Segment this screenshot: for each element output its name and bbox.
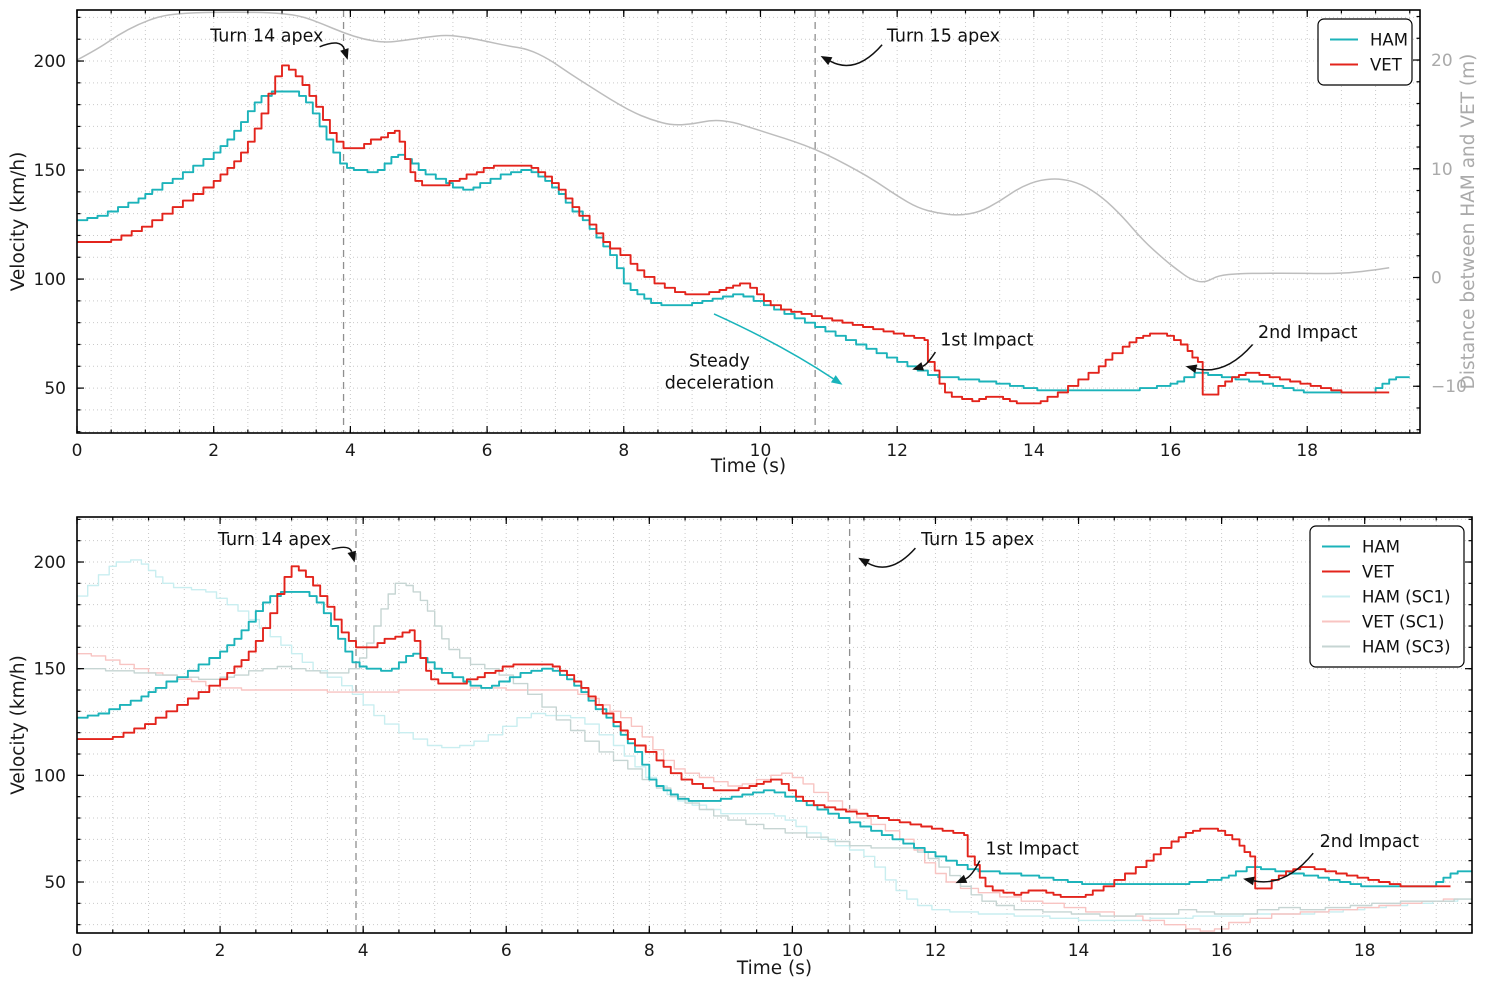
y-tick-label: 100 (34, 270, 66, 290)
annotation-text: Turn 14 apex (217, 530, 331, 550)
legend-label: HAM (1362, 538, 1400, 557)
legend: HAM VET HAM (SC1) VET (SC1) HAM (SC3) (1309, 525, 1465, 668)
x-tick-label: 10 (782, 941, 804, 961)
y2-tick-label: −10 (1431, 377, 1467, 397)
ticks (76, 10, 1420, 433)
series-ham (77, 590, 1472, 888)
annotation-turn-15-apex: Turn 15 apex (858, 530, 1034, 568)
x-tick-label: 6 (501, 941, 512, 961)
x-tick-label: 14 (1023, 441, 1045, 461)
annotation-arrow (319, 42, 346, 50)
legend-label: VET (1370, 56, 1403, 75)
legend-label: HAM (SC1) (1362, 588, 1451, 607)
annotation-steady-deceleration: Steady deceleration (665, 313, 843, 393)
annotation-arrow (867, 547, 916, 568)
annotation-text: 2nd Impact (1258, 323, 1358, 343)
x-tick-label: 12 (925, 941, 947, 961)
series-vet-sc1 (77, 653, 1458, 932)
y2-tick-label: 0 (1431, 269, 1442, 289)
x-tick-label: 2 (208, 441, 219, 461)
legend-label: HAM (1370, 31, 1408, 50)
plot-border (76, 516, 1473, 934)
y-axis-label: Velocity (km/h) (8, 152, 29, 292)
legend-label: HAM (SC3) (1362, 638, 1451, 657)
annotation-2nd-impact: 2nd Impact (1243, 832, 1420, 886)
annotation-text: 1st Impact (986, 839, 1079, 859)
x-tick-label: 4 (345, 441, 356, 461)
annotation-1st-impact: 1st Impact (912, 331, 1034, 371)
y-tick-label: 50 (44, 379, 66, 399)
annotation-text: Turn 15 apex (886, 26, 1000, 46)
ticks (76, 517, 1473, 933)
series-vet (77, 565, 1451, 898)
y2-tick-label: 10 (1431, 160, 1453, 180)
x-tick-label: 2 (215, 941, 226, 961)
annotation-arrowhead (830, 375, 843, 385)
annotation-arrow (965, 860, 981, 880)
annotation-arrow (713, 313, 834, 380)
annotation-arrowhead (955, 874, 968, 884)
annotation-arrowhead (1185, 364, 1198, 373)
legend-label: VET (SC1) (1362, 613, 1444, 632)
y2-axis-label: Distance between HAM and VET (m) (1458, 54, 1479, 390)
annotation-arrow (1196, 344, 1254, 371)
annotation-text: Turn 15 apex (920, 530, 1034, 550)
annotation-arrow (922, 351, 937, 368)
annotation-arrow (331, 546, 353, 553)
annotation-arrowhead (347, 550, 356, 563)
annotation-arrowhead (912, 362, 924, 371)
series-distance-between-ham-and-vet (77, 11, 1390, 283)
x-tick-label: 8 (644, 941, 655, 961)
annotation-arrow (829, 44, 883, 67)
annotation-turn-14-apex: Turn 14 apex (217, 530, 356, 563)
chart-bottom: 0 2 4 6 8 10 12 14 16 18 50 100 150 200 Time (s) Veloci… (8, 516, 1473, 979)
y-tick-label: 150 (34, 660, 66, 680)
x-tick-label: 6 (482, 441, 493, 461)
y-tick-label: 200 (34, 52, 66, 72)
x-tick-label: 4 (358, 941, 369, 961)
series-ham-sc1 (77, 559, 1472, 922)
annotation-arrowhead (1243, 876, 1255, 886)
legend: HAM VET (1317, 18, 1413, 86)
annotation-2nd-impact: 2nd Impact (1185, 323, 1358, 373)
x-tick-label: 18 (1354, 941, 1376, 961)
annotation-turn-15-apex: Turn 15 apex (820, 26, 1000, 67)
y-tick-label: 150 (34, 161, 66, 181)
annotation-text: 2nd Impact (1320, 832, 1420, 852)
series-ham-sc3 (77, 582, 1472, 917)
y-tick-label: 200 (34, 553, 66, 573)
chart-top: 0 2 4 6 8 10 12 14 16 18 50 100 150 200 −10 0 10 20 Time (… (8, 9, 1479, 477)
x-tick-label: 16 (1160, 441, 1182, 461)
legend-label: VET (1362, 563, 1395, 582)
annotation-text: 1st Impact (940, 331, 1033, 351)
annotation-text: Steady deceleration (665, 351, 774, 393)
series-vet (77, 64, 1390, 405)
x-tick-label: 14 (1068, 941, 1090, 961)
x-axis-label: Time (s) (710, 456, 786, 477)
y-axis-label: Velocity (km/h) (8, 655, 29, 795)
y-tick-label: 100 (34, 766, 66, 786)
y-tick-label: 50 (44, 873, 66, 893)
plot-border (76, 9, 1421, 434)
annotation-1st-impact: 1st Impact (955, 839, 1079, 884)
annotation-arrowhead (340, 48, 349, 60)
annotation-arrowhead (820, 56, 833, 66)
x-tick-label: 8 (618, 441, 629, 461)
x-axis-label: Time (s) (736, 958, 812, 979)
series-ham (77, 90, 1410, 394)
x-tick-label: 0 (72, 441, 83, 461)
y2-tick-label: 20 (1431, 51, 1453, 71)
x-tick-label: 18 (1296, 441, 1318, 461)
annotation-arrowhead (858, 557, 870, 567)
x-tick-label: 0 (72, 941, 83, 961)
annotation-turn-14-apex: Turn 14 apex (209, 26, 349, 60)
x-tick-label: 12 (886, 441, 908, 461)
x-tick-label: 16 (1211, 941, 1233, 961)
annotation-text: Turn 14 apex (209, 26, 323, 46)
annotation-arrow (1253, 852, 1314, 883)
x-tick-label: 10 (750, 441, 772, 461)
